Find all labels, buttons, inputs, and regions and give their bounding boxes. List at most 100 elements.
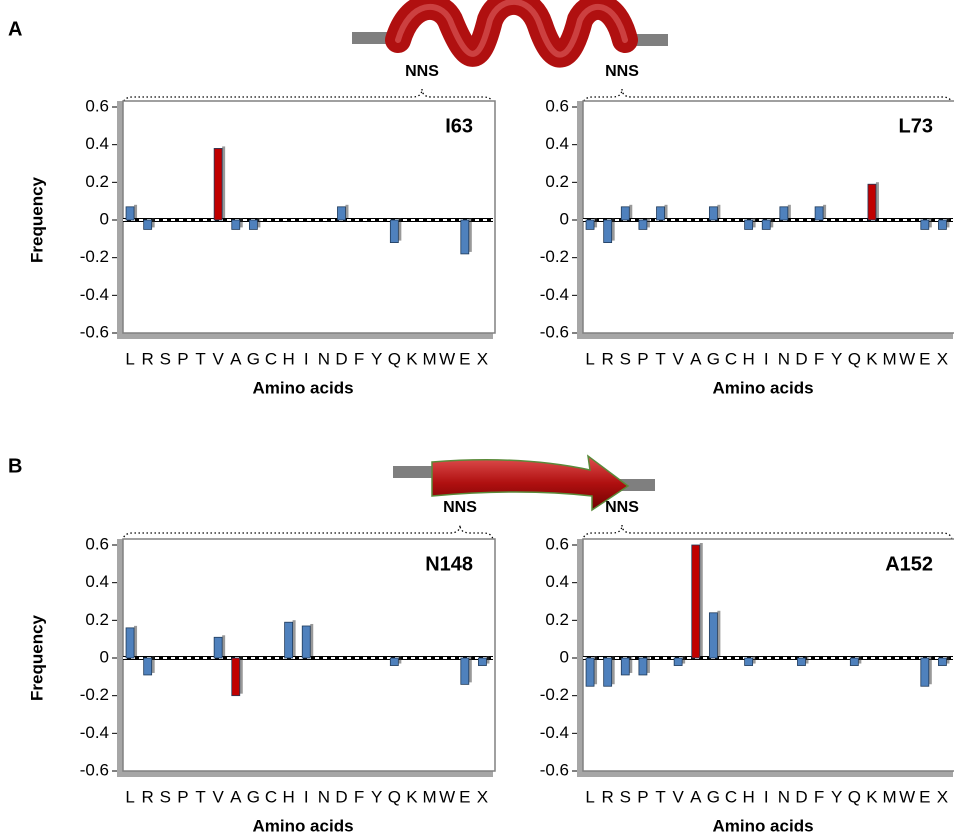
bar [231,219,241,230]
plot-floor [117,771,493,777]
bar [656,206,665,221]
bar [460,657,470,685]
x-tick-label: X [937,787,948,806]
x-tick-label: W [439,787,455,806]
bar-side [398,656,402,664]
annotation: NNS [605,499,639,516]
bar [603,219,613,244]
bar [389,657,399,666]
x-tick-label: G [707,787,720,806]
bar-side [805,656,809,664]
bar-side [928,218,932,228]
x-tick-label: Q [388,349,401,368]
bar [779,206,789,221]
y-tick-label: 0 [100,209,109,228]
y-tick-label: -0.2 [540,247,569,266]
bar-side [787,204,791,218]
x-tick-label: R [142,787,154,806]
y-tick-label: -0.2 [80,685,109,704]
x-tick-label: C [265,787,277,806]
bar [585,219,595,230]
bar-side [717,204,721,218]
x-tick-label: Y [831,787,842,806]
x-tick-label: D [795,787,807,806]
x-tick-label: K [866,349,878,368]
y-tick-label: 0.4 [85,572,109,591]
x-tick-label: G [707,349,720,368]
plot-area [582,100,954,334]
bar [585,657,595,687]
bar [143,657,153,676]
x-tick-label: A [230,787,242,806]
x-tick-label: E [919,787,930,806]
x-tick-label: P [177,787,188,806]
y-tick-label: -0.2 [80,247,109,266]
x-tick-label: N [318,787,330,806]
x-tick-label: M [882,349,896,368]
bar [620,657,630,676]
x-tick-label: M [882,787,896,806]
bar-side [257,218,261,228]
x-tick-label: F [354,349,364,368]
x-tick-label: W [439,349,455,368]
bar-side [239,218,243,228]
x-tick-label: Y [371,349,382,368]
bar [125,627,135,659]
x-tick-label: T [195,787,205,806]
x-tick-label: C [725,349,737,368]
bar [248,219,258,230]
bar [797,657,806,666]
x-tick-label: A [690,787,702,806]
x-tick-label: A [690,349,702,368]
bar-side [292,620,296,656]
plot-floor [577,771,953,777]
bar-side [611,656,615,685]
bar-side [151,656,155,673]
x-tick-label: N [318,349,330,368]
bar [691,544,701,659]
annotation: NNS [405,63,439,80]
y-axis-label: Frequency [27,614,46,701]
bar [708,206,718,221]
bar [620,206,630,221]
plot-wall [577,101,583,339]
x-tick-label: F [814,349,824,368]
bar-side [646,656,650,673]
bar [478,657,487,666]
bar-side [468,218,472,252]
plot-area [122,100,496,334]
x-tick-label: A [230,349,242,368]
y-tick-label: -0.4 [80,723,109,742]
bar [867,183,877,221]
x-tick-label: D [795,349,807,368]
x-tick-label: K [866,787,878,806]
x-tick-label: I [764,349,769,368]
bar-side [752,656,756,664]
x-tick-label: P [177,349,188,368]
y-tick-label: 0.6 [545,534,569,553]
y-tick-label: 0.2 [85,172,109,191]
bar-side [398,218,402,241]
helix-icon [352,0,668,68]
x-tick-label: V [212,787,224,806]
y-tick-label: 0.4 [545,134,569,153]
bar [143,219,153,230]
brace [122,88,494,106]
bar [938,219,947,230]
chart-title: N148 [425,553,473,575]
x-tick-label: F [354,787,364,806]
bar [744,657,754,666]
bar [284,621,294,659]
x-tick-label: K [406,349,418,368]
bar [744,219,754,230]
x-tick-label: H [282,787,294,806]
bar-side [151,218,155,228]
chart-title: L73 [899,115,933,137]
x-axis-label: Amino acids [712,816,813,835]
bar-side [946,218,950,228]
bar [125,206,135,221]
bar-side [823,204,827,218]
plot-wall [117,101,123,339]
bar [920,657,930,687]
bar [708,612,718,659]
